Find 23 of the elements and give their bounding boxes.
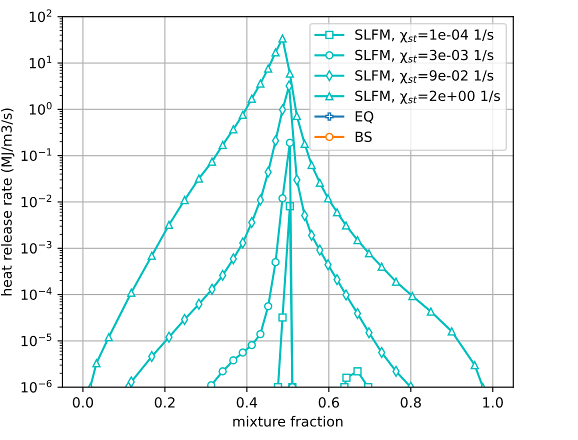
y-tick-label: 10$^{−5}$ bbox=[22, 334, 52, 346]
legend-label: SLFM, χ$_{st}$=1e-04 1/s bbox=[355, 29, 494, 43]
y-tick-label: 10$^{0}$ bbox=[30, 102, 52, 115]
legend-label: SLFM, χ$_{st}$=2e+00 1/s bbox=[355, 90, 500, 104]
x-tick-label: 0.0 bbox=[72, 397, 94, 408]
x-tick-label: 0.2 bbox=[154, 397, 175, 408]
x-tick-label: 0.8 bbox=[400, 397, 421, 408]
y-tick-label: 10$^{1}$ bbox=[30, 56, 52, 68]
y-axis-title: heat release rate (MJ/m3/s) bbox=[1, 108, 14, 296]
x-tick-label: 0.4 bbox=[236, 397, 258, 408]
legend-label: BS bbox=[356, 132, 372, 142]
y-tick-label: 10$^{−2}$ bbox=[22, 194, 52, 208]
y-tick-label: 10$^{−6}$ bbox=[22, 380, 52, 393]
legend-label: SLFM, χ$_{st}$=9e-02 1/s bbox=[355, 70, 494, 84]
y-tick-label: 10$^{−4}$ bbox=[22, 287, 52, 300]
y-tick-label: 10$^{−3}$ bbox=[22, 240, 52, 254]
x-tick-label: 0.6 bbox=[318, 397, 339, 408]
y-tick-label: 10$^{2}$ bbox=[30, 9, 52, 22]
legend-label: SLFM, χ$_{st}$=3e-03 1/s bbox=[355, 50, 494, 63]
legend-label: EQ bbox=[356, 111, 374, 124]
x-axis-title: mixture fraction bbox=[233, 416, 342, 427]
y-tick-label: 10$^{−1}$ bbox=[22, 148, 52, 162]
x-tick-label: 1.0 bbox=[483, 397, 503, 408]
